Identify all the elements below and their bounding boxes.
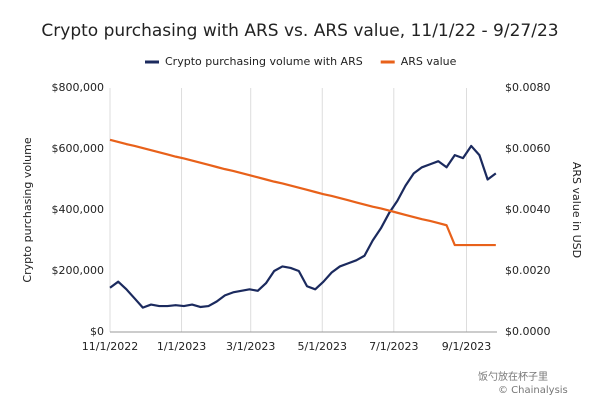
x-tick-label: 1/1/2023 <box>157 340 206 353</box>
y-tick-label: $600,000 <box>52 142 105 155</box>
y-tick-label: $400,000 <box>52 203 105 216</box>
y2-tick-label: $0.0060 <box>505 142 551 155</box>
y2-tick-label: $0.0020 <box>505 264 551 277</box>
x-tick-label: 11/1/2022 <box>82 340 138 353</box>
y-tick-label: $800,000 <box>52 81 105 94</box>
y-tick-label: $200,000 <box>52 264 105 277</box>
series-line <box>109 138 496 247</box>
chart-title: Crypto purchasing with ARS vs. ARS value… <box>41 21 558 41</box>
y2-tick-label: $0.0000 <box>505 325 551 338</box>
series-line <box>109 144 497 309</box>
x-tick-label: 5/1/2023 <box>298 340 347 353</box>
y2-axis-title: ARS value in USD <box>570 162 583 258</box>
y2-tick-label: $0.0080 <box>505 81 551 94</box>
x-tick-label: 3/1/2023 <box>226 340 275 353</box>
legend-label: Crypto purchasing volume with ARS <box>165 55 363 68</box>
x-tick-label: 7/1/2023 <box>369 340 418 353</box>
y-axis-title: Crypto purchasing volume <box>21 137 34 282</box>
x-tick-label: 9/1/2023 <box>442 340 491 353</box>
y-tick-label: $0 <box>90 325 104 338</box>
watermark: 饭勺放在杯子里 <box>478 370 548 383</box>
legend-label: ARS value <box>401 55 457 68</box>
source: © Chainalysis <box>498 385 568 396</box>
y2-tick-label: $0.0040 <box>505 203 551 216</box>
